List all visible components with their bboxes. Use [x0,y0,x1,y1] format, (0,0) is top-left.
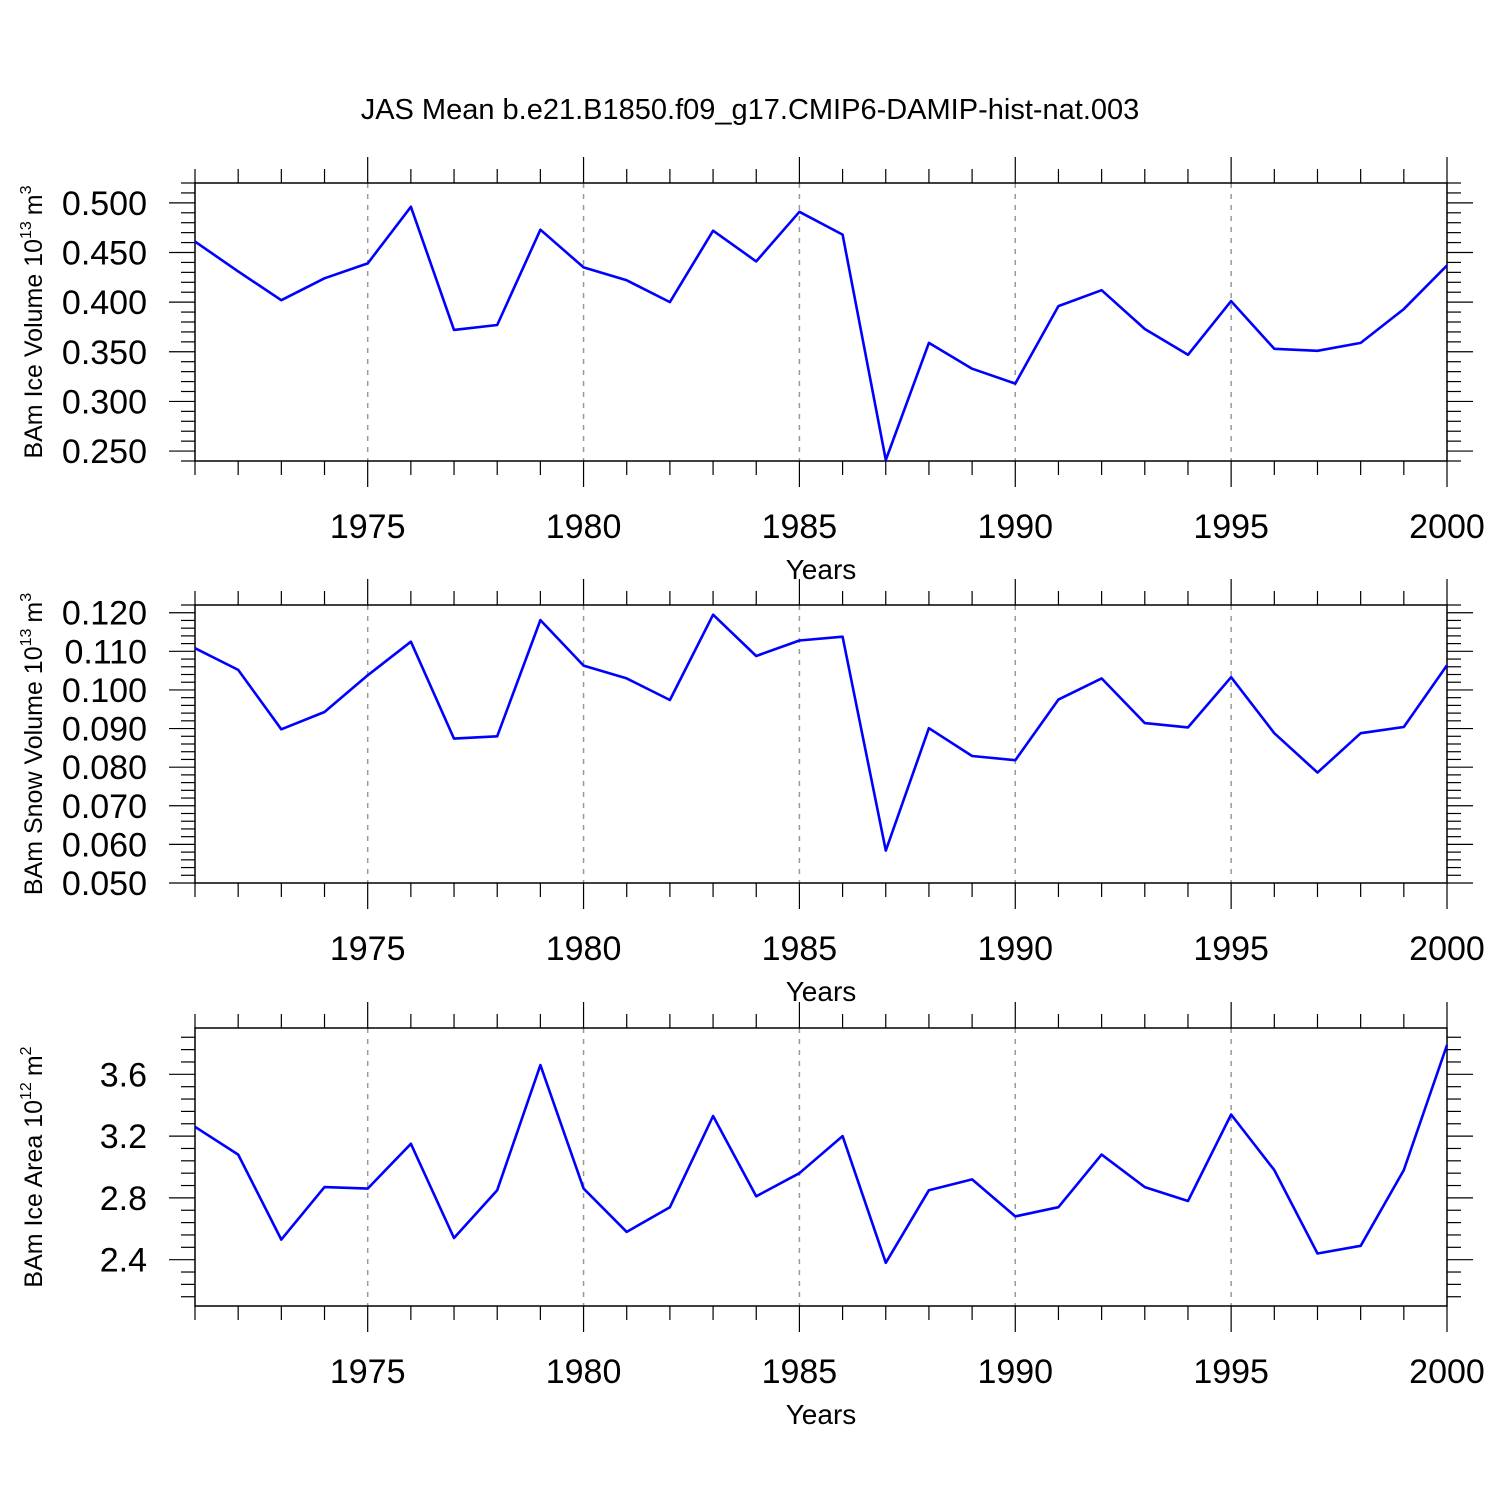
y-tick-label: 3.6 [100,1056,147,1094]
x-tick-label: 1985 [762,1353,838,1391]
y-axis-label-unit-exponent: 2 [18,1046,35,1055]
x-tick-label: 1980 [546,508,622,546]
y-axis-label-unit-exponent: 3 [18,185,35,194]
y-tick-label: 0.090 [62,711,147,749]
x-tick-label: 1975 [330,930,406,968]
y-axis-label-unit: m [20,194,48,215]
x-tick-label: 1985 [762,930,838,968]
y-axis-label: BAm Ice Volume 1013 m3 [18,185,48,458]
x-tick-label: 1975 [330,508,406,546]
y-axis-label-main: BAm Snow Volume 10 [20,646,48,895]
y-tick-label: 0.450 [62,235,147,273]
y-tick-label: 0.500 [62,185,147,223]
x-axis-label: Years [786,554,857,585]
x-tick-label: 1990 [977,1353,1053,1391]
y-tick-label: 0.300 [62,383,147,421]
ice-area-panel: 2.4 2.8 3.2 3.6 1975 1980 1985 1990 1995 2000 Year… [18,1002,1485,1430]
x-tick-label: 1980 [546,930,622,968]
y-tick-label: 0.110 [64,633,147,671]
snow-volume-panel: 0.0500.0600.0700.0800.0900.1000.1100.120… [18,579,1485,1007]
y-axis-label-exponent: 12 [18,1082,35,1100]
y-axis-label-exponent: 13 [18,628,35,646]
y-tick-label: 0.400 [62,284,147,322]
y-tick-label: 0.070 [62,788,147,826]
y-tick-label: 0.060 [62,826,147,864]
x-axis-label: Years [786,1399,857,1430]
y-axis-label-unit: m [20,602,48,623]
y-tick-label: 2.4 [100,1242,147,1280]
x-tick-label: 1990 [977,508,1053,546]
plot-frame [194,182,1448,462]
x-tick-label: 1990 [977,930,1053,968]
x-tick-label: 1995 [1193,508,1269,546]
y-tick-label: 0.100 [62,672,147,710]
y-tick-label: 3.2 [100,1118,147,1156]
y-axis-label-unit-exponent: 3 [18,593,35,602]
x-tick-label: 2000 [1409,1353,1485,1391]
series-line [194,205,1448,462]
series-line [194,1044,1449,1265]
y-axis-label-main: BAm Ice Volume 10 [20,239,48,459]
y-tick-label: 0.250 [62,433,147,471]
plot-frame [194,1027,1448,1307]
x-axis-label: Years [786,976,857,1007]
y-axis-label-main: BAm Ice Area 10 [20,1100,48,1288]
x-tick-label: 2000 [1409,508,1485,546]
x-tick-label: 1975 [330,1353,406,1391]
y-tick-label: 0.120 [62,595,147,633]
plot-frame [194,604,1448,884]
figure-title: JAS Mean b.e21.B1850.f09_g17.CMIP6-DAMIP… [361,94,1140,126]
y-tick-label: 0.350 [62,334,147,372]
y-tick-label: 0.050 [62,865,147,903]
y-axis-label: BAm Snow Volume 1013 m3 [18,593,48,895]
series-line [194,613,1449,852]
y-axis-label-exponent: 13 [18,221,35,239]
y-tick-label: 2.8 [100,1180,147,1218]
y-axis-label-unit: m [20,1055,48,1076]
x-tick-label: 1980 [546,1353,622,1391]
ice-volume-panel: 0.250 0.300 0.350 0.400 0.450 0.500 1975 1980 19… [18,157,1485,585]
x-tick-label: 1995 [1193,930,1269,968]
x-tick-label: 1985 [762,508,838,546]
x-tick-label: 1995 [1193,1353,1269,1391]
y-axis-label: BAm Ice Area 1012 m2 [18,1046,48,1287]
x-tick-label: 2000 [1409,930,1485,968]
y-tick-label: 0.080 [62,749,147,787]
